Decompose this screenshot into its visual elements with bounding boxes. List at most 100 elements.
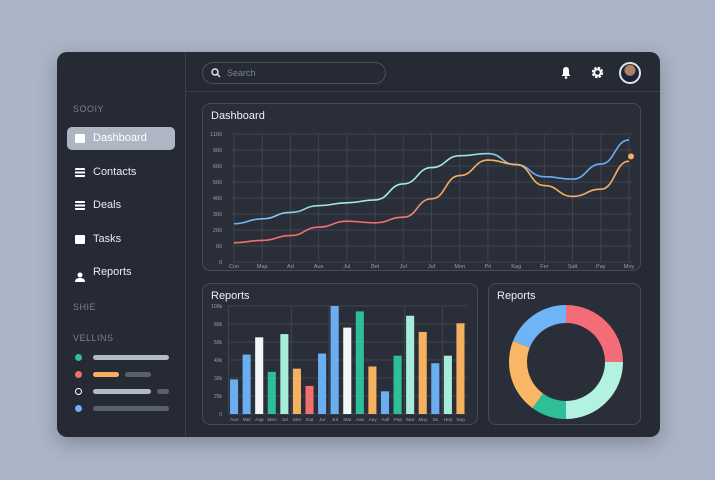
bar <box>280 334 289 414</box>
chart-title: Reports <box>211 290 250 302</box>
legend-dot <box>75 388 82 395</box>
y-tick-label: 80k <box>214 322 223 328</box>
sidebar-item-label: Deals <box>93 199 122 211</box>
gear-icon[interactable] <box>591 66 604 79</box>
x-tick-label: Aun <box>230 417 239 423</box>
search-input[interactable]: Search <box>202 62 386 84</box>
x-tick-label: Mar <box>343 417 352 423</box>
bar <box>230 379 239 414</box>
mail-icon <box>75 134 85 143</box>
x-tick-label: Jul <box>332 417 338 423</box>
bar <box>292 368 301 414</box>
end-marker <box>628 153 634 160</box>
y-tick-label: 30k <box>214 376 223 382</box>
y-tick-label: 1100 <box>210 132 222 138</box>
line-series-1 <box>233 139 630 225</box>
x-tick-label: Sc <box>433 417 439 423</box>
donut-slice <box>566 305 623 362</box>
bar <box>330 306 339 414</box>
x-tick-label: Aey <box>369 417 378 423</box>
x-tick-label: Muy <box>418 417 428 423</box>
chart-title: Dashboard <box>211 110 265 122</box>
sidebar-item-tasks[interactable]: Tasks <box>67 228 175 251</box>
sidebar-section-label: SOOIY <box>73 104 105 114</box>
x-tick-label: Eat <box>306 417 314 423</box>
y-tick-label: 600 <box>213 164 222 170</box>
bar <box>431 363 440 414</box>
y-tick-label: 400 <box>213 196 222 202</box>
x-tick-label: Salt <box>568 264 578 270</box>
bar <box>393 355 402 414</box>
legend-bar <box>93 406 169 411</box>
search-placeholder: Search <box>227 68 256 78</box>
sidebar-item-contacts[interactable]: Contacts <box>67 161 175 184</box>
sidebar-item-label: Dashboard <box>93 132 147 144</box>
bar <box>242 354 251 414</box>
y-tick-label: 40k <box>214 358 223 364</box>
mail-icon <box>75 234 85 244</box>
y-tick-label: 0 <box>219 412 222 418</box>
donut-slice <box>566 362 623 419</box>
x-tick-label: Hep <box>444 417 453 423</box>
y-tick-label: 500 <box>213 180 222 186</box>
x-tick-label: Moy <box>624 264 635 270</box>
y-tick-label: 50k <box>214 340 223 346</box>
legend-bar <box>157 389 169 394</box>
chart-title: Reports <box>497 290 536 302</box>
sidebar-item-reports[interactable]: Reports <box>67 261 175 284</box>
x-tick-label: Con <box>229 264 239 270</box>
y-tick-label: 900 <box>213 148 222 154</box>
y-tick-label: 00 <box>216 244 222 250</box>
bar <box>318 353 327 414</box>
bar <box>418 331 427 414</box>
x-tick-label: Fer <box>540 264 548 270</box>
avatar[interactable] <box>619 62 641 84</box>
x-tick-label: Jur <box>319 417 326 423</box>
x-tick-label: Mar <box>406 417 415 423</box>
donut-slice <box>532 393 566 419</box>
user-icon <box>75 268 85 282</box>
sidebar-section-label: SHIE <box>73 302 97 312</box>
legend-bar <box>93 372 119 377</box>
search-icon <box>211 68 221 78</box>
sidebar-item-dashboard[interactable]: Dashboard <box>67 127 175 150</box>
donut-slice <box>509 341 544 409</box>
sidebar: SOOIY Dashboard Contacts Deals Tasks Reports… <box>57 52 186 437</box>
y-tick-label: 0 <box>219 260 222 266</box>
reports-bar-chart-panel: Reports 0 20k 30k 40k 50k 80k 100k Aun Mer Aap Men… <box>202 283 478 425</box>
x-tick-label: Juf <box>428 264 436 270</box>
x-tick-label: Aae <box>356 417 365 423</box>
top-bar: Search <box>186 52 660 92</box>
sidebar-item-deals[interactable]: Deals <box>67 194 175 217</box>
x-tick-label: Pep <box>394 417 403 423</box>
legend-bar <box>93 355 169 360</box>
x-tick-label: Mer <box>243 417 252 423</box>
legend-bar <box>125 372 151 377</box>
x-tick-label: Men <box>267 417 277 423</box>
bar <box>456 323 465 414</box>
x-tick-label: Mon <box>454 264 465 270</box>
x-tick-label: Jul <box>282 417 288 423</box>
x-tick-label: Jul <box>343 264 350 270</box>
bar <box>255 337 264 414</box>
sidebar-item-label: Reports <box>93 266 132 278</box>
y-tick-label: 300 <box>213 212 222 218</box>
reports-donut-panel: Reports <box>488 283 641 425</box>
app-window: SOOIY Dashboard Contacts Deals Tasks Reports… <box>57 52 660 437</box>
sidebar-item-label: Contacts <box>93 165 137 178</box>
x-tick-label: Aap <box>255 417 264 423</box>
x-tick-label: Sep <box>456 417 465 423</box>
bell-icon[interactable] <box>560 66 572 79</box>
x-tick-label: Pri <box>485 264 492 270</box>
y-tick-label: 100k <box>211 304 222 310</box>
x-tick-label: Map <box>257 264 268 270</box>
bar <box>380 391 390 414</box>
x-tick-label: Jul <box>400 264 407 270</box>
bar <box>305 385 314 414</box>
x-tick-label: Mer <box>293 417 302 423</box>
users-list-icon <box>75 201 85 210</box>
x-tick-label: Aus <box>314 264 324 270</box>
x-tick-label: Pay <box>596 264 606 270</box>
